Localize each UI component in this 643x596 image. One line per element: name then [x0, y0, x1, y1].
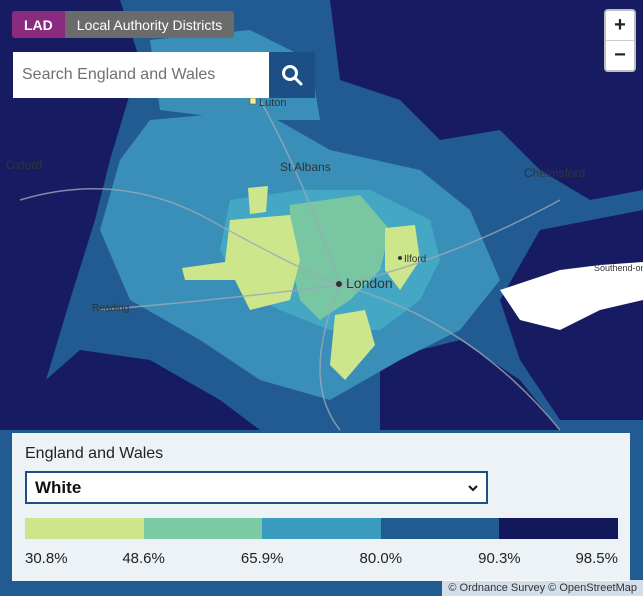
- legend-break-label: 98.5%: [575, 550, 618, 567]
- legend-swatch: [25, 518, 144, 539]
- yellow-west: [182, 215, 300, 310]
- dark-region-south: [380, 340, 560, 430]
- map-labels: Luton Oxford St Albans Chelmsford Ilford…: [6, 97, 643, 314]
- zoom-out-button[interactable]: −: [606, 40, 634, 70]
- dark-region-southwest: [0, 350, 260, 430]
- category-select[interactable]: White: [25, 471, 488, 504]
- search-icon: [282, 65, 303, 86]
- legend-swatch: [499, 518, 618, 539]
- legend-break-label: 90.3%: [478, 550, 521, 567]
- legend-title: England and Wales: [25, 445, 164, 462]
- thames-estuary: [500, 262, 643, 330]
- geography-name-badge: Local Authority Districts: [64, 11, 235, 38]
- label-london: London: [346, 275, 393, 291]
- zoom-in-button[interactable]: +: [614, 14, 626, 36]
- yellow-south: [330, 310, 375, 380]
- map-attribution: © Ordnance Survey © OpenStreetMap: [442, 580, 643, 596]
- layer-badge: LAD Local Authority Districts: [12, 11, 235, 38]
- zoom-control: + −: [604, 9, 636, 72]
- legend-panel: England and Wales White 30.8% 48.6% 65.9% 8…: [12, 433, 630, 581]
- label-st-albans: St Albans: [280, 160, 331, 174]
- label-southend: Southend-on-Sea: [594, 263, 643, 273]
- legend-color-bar: [25, 518, 618, 539]
- dark-region-northeast: [330, 0, 643, 200]
- chevron-down-icon: [468, 485, 478, 492]
- label-chelmsford: Chelmsford: [524, 166, 585, 180]
- label-ilford: Ilford: [404, 254, 426, 265]
- legend-breaks: 30.8% 48.6% 65.9% 80.0% 90.3% 98.5%: [25, 550, 618, 570]
- geography-code-badge: LAD: [12, 11, 65, 38]
- search-bar: [13, 52, 315, 98]
- legend-swatch: [143, 518, 263, 539]
- legend-swatch: [380, 518, 500, 539]
- legend-break-label: 30.8%: [25, 550, 68, 567]
- label-luton: Luton: [259, 97, 287, 109]
- search-input[interactable]: [13, 52, 269, 98]
- legend-break-label: 80.0%: [359, 550, 403, 567]
- search-button[interactable]: [269, 52, 315, 98]
- legend-break-label: 48.6%: [122, 550, 165, 567]
- yellow-east: [385, 225, 420, 290]
- dark-region-west: [0, 0, 140, 430]
- category-select-value: White: [35, 477, 82, 497]
- label-reading: Reading: [92, 303, 129, 314]
- roads: [19, 99, 561, 431]
- legend-swatch: [262, 518, 381, 539]
- legend-break-label: 65.9%: [240, 550, 284, 567]
- label-oxford: Oxford: [6, 158, 42, 172]
- yellow-north: [248, 186, 268, 214]
